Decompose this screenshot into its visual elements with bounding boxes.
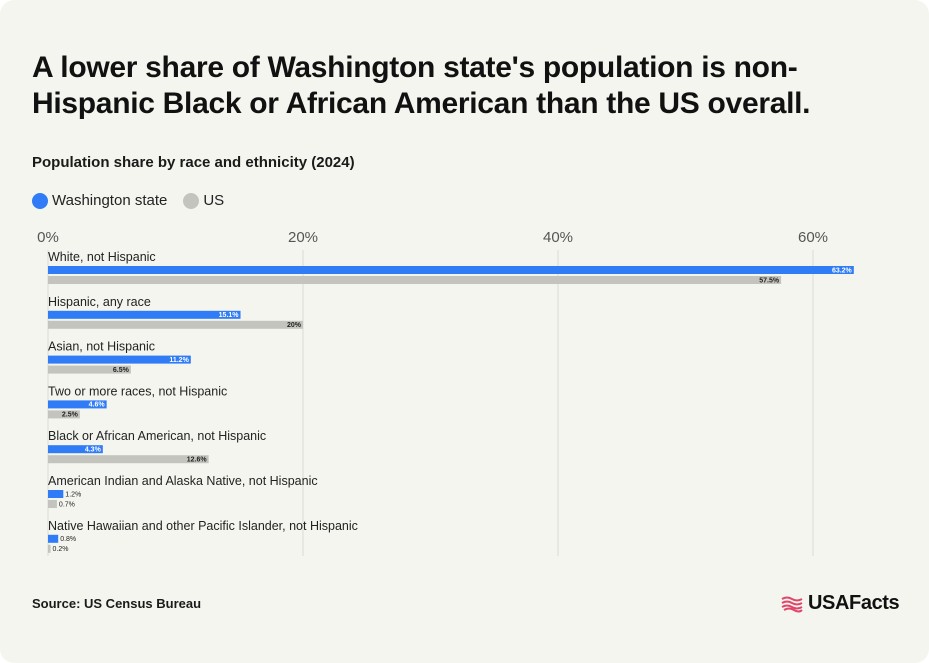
- data-label: 15.1%: [219, 312, 240, 319]
- logo-text: USAFacts: [808, 592, 900, 614]
- data-label: 12.6%: [187, 457, 208, 464]
- legend-swatch-washington: [32, 192, 48, 209]
- data-label: 2.5%: [62, 412, 79, 419]
- bar-us: [48, 500, 57, 508]
- data-label: 20%: [287, 322, 302, 329]
- category-label: Two or more races, not Hispanic: [48, 384, 227, 398]
- bar-us: [48, 365, 131, 374]
- x-tick-label: 0%: [37, 229, 59, 246]
- bar-us: [48, 544, 51, 553]
- data-label: 0.7%: [59, 501, 75, 508]
- data-label: 0.2%: [53, 546, 69, 553]
- category-label: Black or African American, not Hispanic: [48, 429, 266, 443]
- legend: Washington state US: [32, 192, 240, 209]
- data-label: 4.3%: [85, 447, 102, 454]
- data-label: 6.5%: [113, 367, 130, 374]
- source-note: Source: US Census Bureau: [32, 596, 202, 611]
- flag-icon: [781, 596, 803, 612]
- bar-washington: [48, 400, 107, 409]
- bar-us: [48, 320, 303, 329]
- legend-item-us: US: [183, 192, 224, 209]
- bar-washington: [48, 355, 191, 364]
- usafacts-logo: USAFacts: [780, 592, 900, 615]
- category-label: White, not Hispanic: [48, 250, 156, 264]
- bar-washington: [48, 266, 854, 274]
- bar-us: [48, 276, 782, 284]
- data-label: 0.8%: [60, 536, 76, 543]
- legend-label-us: US: [203, 192, 225, 209]
- bar-washington: [48, 490, 64, 498]
- bar-us: [48, 455, 209, 464]
- data-label: 57.5%: [759, 277, 780, 284]
- chart-subtitle: Population share by race and ethnicity (…: [32, 154, 355, 171]
- bar-us: [48, 410, 80, 419]
- data-label: 1.2%: [65, 491, 81, 498]
- legend-swatch-us: [183, 192, 200, 209]
- category-label: Native Hawaiian and other Pacific Island…: [48, 519, 358, 533]
- category-label: American Indian and Alaska Native, not H…: [48, 474, 318, 488]
- data-label: 63.2%: [832, 267, 853, 274]
- category-label: Hispanic, any race: [48, 295, 151, 309]
- data-label: 4.6%: [89, 402, 106, 409]
- chart-title: A lower share of Washington state's popu…: [32, 51, 811, 120]
- x-tick-label: 20%: [288, 229, 318, 246]
- legend-label-washington: Washington state: [52, 192, 168, 209]
- bar-washington: [48, 534, 59, 543]
- bar-washington: [48, 310, 241, 319]
- x-tick-label: 60%: [798, 229, 828, 246]
- data-label: 11.2%: [169, 357, 189, 364]
- legend-item-washington: Washington state: [32, 192, 167, 209]
- bar-washington: [48, 445, 103, 454]
- x-tick-label: 40%: [543, 229, 573, 246]
- category-label: Asian, not Hispanic: [48, 340, 155, 354]
